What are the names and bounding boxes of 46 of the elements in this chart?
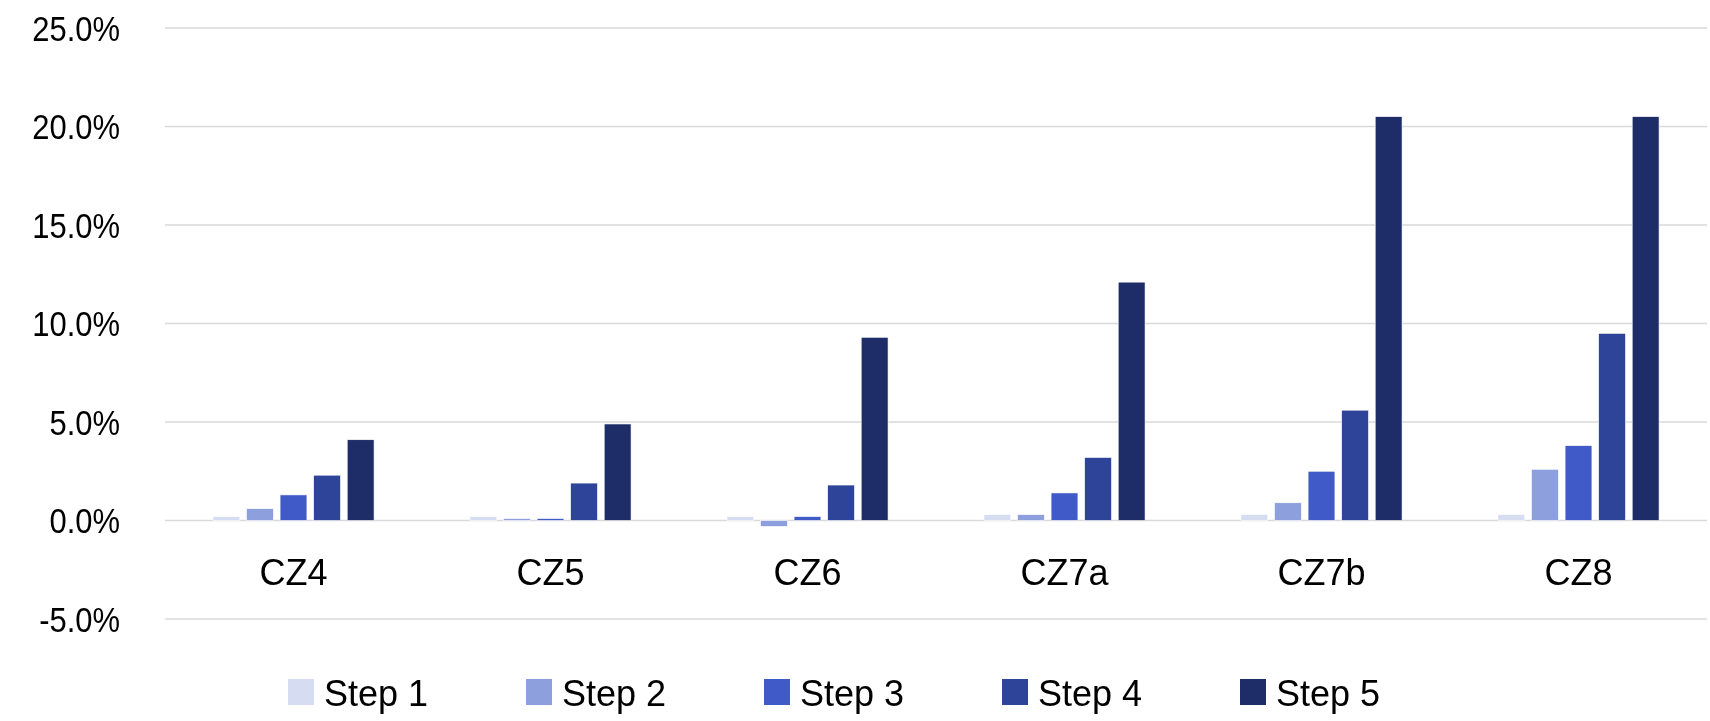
bar: [1341, 409, 1369, 521]
bar: [1531, 468, 1559, 521]
bar: [1240, 514, 1269, 521]
y-tick-label: 15.0%: [32, 205, 120, 246]
x-tick-label: CZ8: [1544, 551, 1613, 593]
bar: [827, 484, 855, 521]
bar: [983, 514, 1012, 521]
bar: [313, 474, 341, 521]
legend-label: Step 2: [562, 672, 667, 714]
bar: [1084, 457, 1112, 521]
bar: [1274, 502, 1302, 521]
bar: [1307, 470, 1336, 521]
bar: [212, 516, 241, 521]
bar: [603, 423, 632, 521]
bar: [726, 516, 755, 521]
y-tick-label: 20.0%: [32, 106, 120, 147]
legend-label: Step 5: [1276, 672, 1381, 714]
bar: [279, 494, 308, 521]
bar: [1631, 116, 1660, 521]
x-tick-label: CZ7b: [1277, 551, 1366, 593]
y-tick-label: 25.0%: [32, 8, 120, 49]
bar: [793, 516, 822, 521]
legend-label: Step 4: [1038, 672, 1143, 714]
bar: [246, 508, 274, 521]
legend-label: Step 3: [800, 672, 905, 714]
bar: [760, 520, 788, 527]
bar: [1598, 333, 1626, 521]
bar: [860, 336, 889, 521]
bar: [1117, 281, 1146, 521]
legend-label: Step 1: [324, 672, 429, 714]
x-tick-label: CZ7a: [1020, 551, 1110, 593]
bar: [346, 439, 375, 521]
x-tick-label: CZ6: [773, 551, 842, 593]
y-tick-label: -5.0%: [39, 599, 120, 640]
x-tick-label: CZ4: [259, 551, 328, 593]
bar: [1564, 445, 1593, 521]
y-tick-label: 0.0%: [49, 500, 120, 541]
bar: [1374, 116, 1403, 521]
y-tick-label: 10.0%: [32, 303, 120, 344]
x-tick-label: CZ5: [516, 551, 585, 593]
bar: [469, 516, 498, 521]
bar: [1050, 492, 1079, 521]
bar: [1017, 514, 1045, 521]
y-tick-label: 5.0%: [49, 402, 120, 443]
bar: [1497, 514, 1526, 521]
bar: [570, 482, 598, 521]
